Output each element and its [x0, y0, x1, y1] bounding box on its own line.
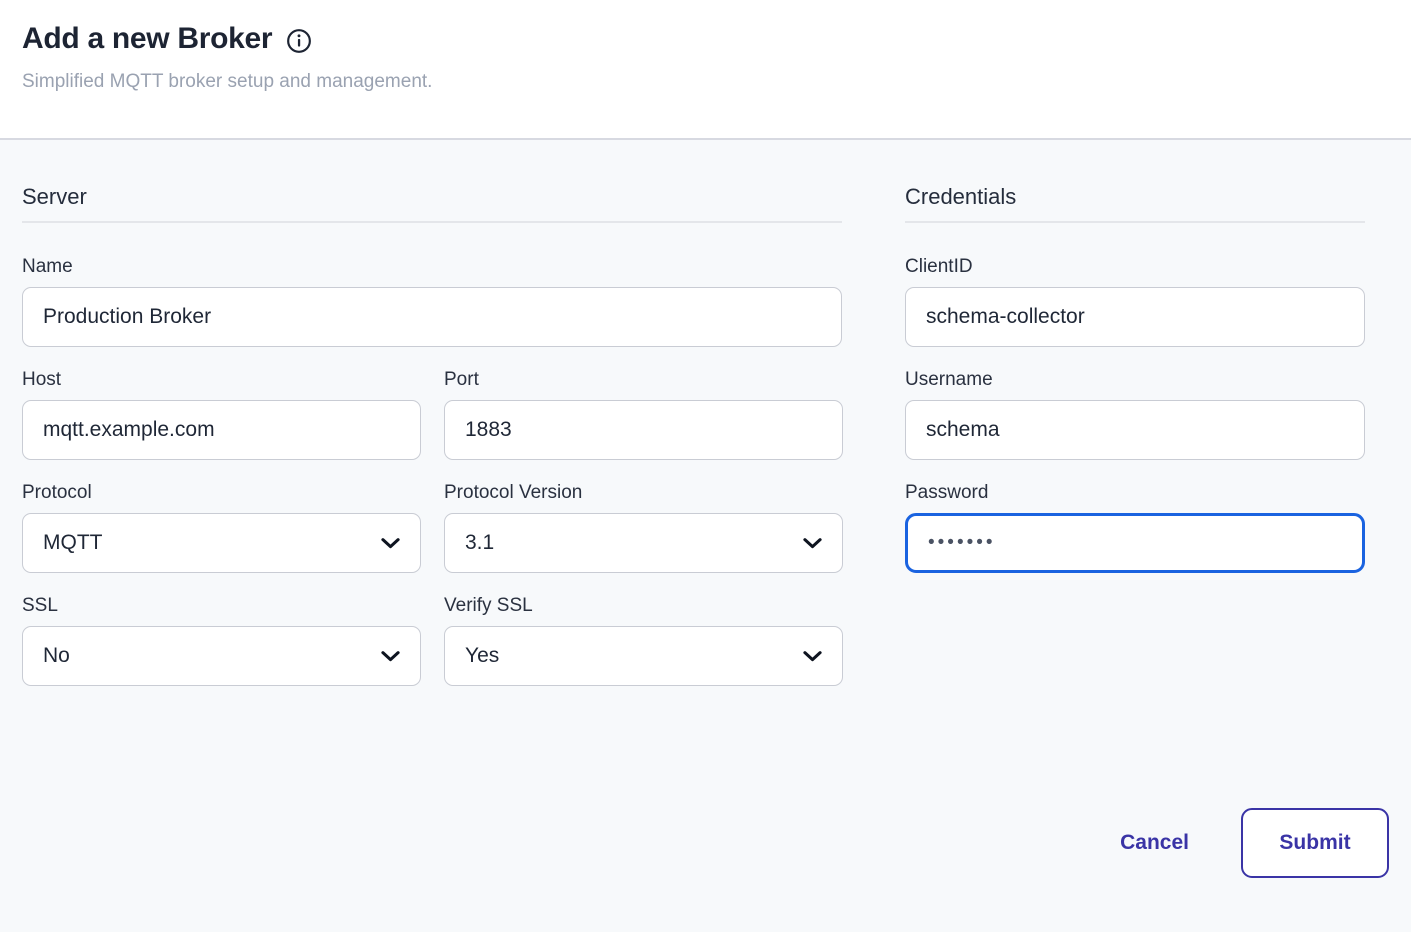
label-ssl: SSL — [22, 594, 58, 616]
label-password: Password — [905, 481, 989, 503]
form-actions: Cancel Submit — [22, 808, 1389, 878]
protocol-row: Protocol MQTT Protocol Version 3.1 — [22, 481, 843, 596]
password-input[interactable]: ••••••• — [905, 512, 1365, 573]
protocol-version-select[interactable]: 3.1 — [444, 512, 843, 573]
label-port: Port — [444, 368, 479, 390]
field-username: Username schema — [905, 368, 1365, 460]
field-client-id: ClientID schema-collector — [905, 256, 1365, 347]
field-host: Host mqtt.example.com — [22, 368, 421, 460]
chevron-down-icon — [803, 537, 822, 548]
credentials-section-title: Credentials — [905, 184, 1017, 209]
label-verify-ssl: Verify SSL — [444, 594, 533, 616]
label-protocol: Protocol — [22, 481, 92, 503]
submit-button[interactable]: Submit — [1241, 808, 1389, 878]
protocol-value: MQTT — [43, 530, 103, 554]
field-port: Port 1883 — [444, 368, 843, 460]
info-circle-icon[interactable] — [286, 28, 312, 54]
server-section: Server Name Production Broker Host mqtt.… — [22, 184, 843, 709]
field-protocol-version: Protocol Version 3.1 — [444, 481, 843, 573]
ssl-value: No — [43, 643, 70, 667]
cancel-button[interactable]: Cancel — [1120, 831, 1189, 854]
verify-ssl-select[interactable]: Yes — [444, 625, 843, 686]
column-spacer — [842, 186, 905, 709]
credentials-section: Credentials ClientID schema-collector Us… — [905, 186, 1365, 709]
page-header: Add a new Broker Simplified MQTT broker … — [0, 0, 1411, 140]
title-row: Add a new Broker — [22, 22, 1387, 55]
host-input[interactable]: mqtt.example.com — [22, 399, 421, 460]
page-subtitle: Simplified MQTT broker setup and managem… — [22, 71, 433, 92]
field-verify-ssl: Verify SSL Yes — [444, 594, 843, 686]
server-section-divider — [22, 221, 842, 223]
port-input[interactable]: 1883 — [444, 399, 843, 460]
username-input[interactable]: schema — [905, 399, 1365, 460]
host-port-row: Host mqtt.example.com Port 1883 — [22, 368, 843, 483]
protocol-version-value: 3.1 — [465, 530, 495, 554]
form-body: Server Name Production Broker Host mqtt.… — [0, 140, 1411, 709]
ssl-row: SSL No Verify SSL Yes — [22, 594, 843, 709]
field-name: Name Production Broker — [22, 256, 842, 347]
chevron-down-icon — [381, 650, 400, 661]
ssl-select[interactable]: No — [22, 625, 421, 686]
label-username: Username — [905, 368, 993, 390]
client-id-input[interactable]: schema-collector — [905, 286, 1365, 347]
protocol-select[interactable]: MQTT — [22, 512, 421, 573]
name-input[interactable]: Production Broker — [22, 286, 842, 347]
field-protocol: Protocol MQTT — [22, 481, 421, 573]
label-name: Name — [22, 256, 73, 277]
label-protocol-version: Protocol Version — [444, 481, 583, 503]
field-password: Password ••••••• — [905, 481, 1365, 573]
chevron-down-icon — [381, 537, 400, 548]
chevron-down-icon — [803, 650, 822, 661]
label-host: Host — [22, 368, 62, 390]
verify-ssl-value: Yes — [465, 643, 500, 667]
field-ssl: SSL No — [22, 594, 421, 686]
credentials-section-divider — [905, 221, 1365, 223]
server-section-title: Server — [22, 184, 87, 209]
page-title: Add a new Broker — [22, 22, 273, 55]
password-masked-value: ••••••• — [928, 532, 996, 554]
label-client-id: ClientID — [905, 256, 973, 277]
